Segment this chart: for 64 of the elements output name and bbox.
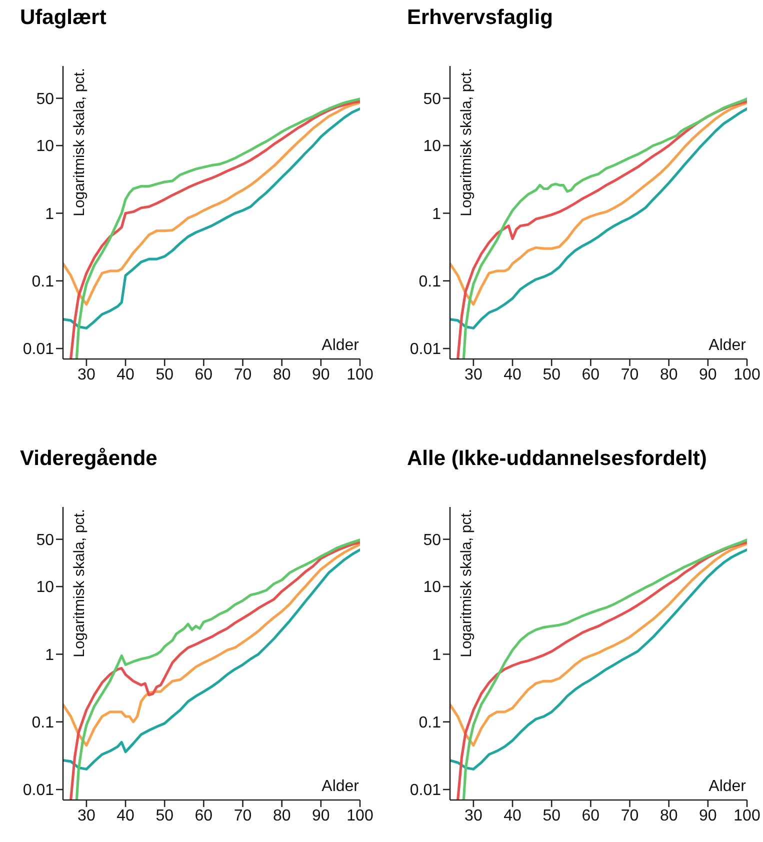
x-tick-label: 40: [504, 366, 522, 384]
x-tick-label: 40: [116, 807, 135, 824]
x-tick-label: 80: [272, 366, 291, 384]
x-tick-label: 40: [116, 366, 135, 384]
y-tick-label: 50: [423, 90, 442, 108]
y-axis-title: Logaritmisk skala, pct.: [458, 509, 476, 658]
y-tick-label: 1: [432, 646, 442, 664]
x-tick-label: 60: [194, 366, 213, 384]
x-tick-label: 50: [156, 366, 174, 384]
x-tick-label: 30: [464, 366, 482, 384]
y-axis-title: Logaritmisk skala, pct.: [71, 68, 89, 216]
x-tick-label: 50: [542, 366, 561, 384]
x-tick-label: 70: [234, 807, 252, 824]
x-tick-label: 60: [582, 807, 600, 824]
x-tick-label: 30: [78, 807, 96, 824]
x-tick-label: 50: [542, 807, 561, 824]
x-tick-label: 70: [620, 807, 639, 824]
x-axis-title: Alder: [322, 337, 359, 355]
y-tick-label: 50: [423, 532, 442, 549]
x-tick-label: 50: [156, 807, 174, 824]
x-tick-label: 70: [620, 366, 639, 384]
x-tick-label: 90: [699, 366, 717, 384]
y-tick-label: 0.01: [410, 782, 442, 800]
x-tick-label: 100: [346, 807, 374, 824]
x-tick-label: 90: [312, 807, 330, 824]
chart-title: Ufaglært: [20, 6, 106, 30]
chart-title: Erhvervsfaglig: [407, 6, 553, 30]
y-tick-label: 50: [36, 90, 54, 108]
y-axis-title: Logaritmisk skala, pct.: [458, 68, 476, 216]
x-axis-title: Alder: [708, 778, 746, 796]
x-tick-label: 80: [660, 366, 678, 384]
x-axis-title: Alder: [322, 778, 359, 796]
x-tick-label: 70: [234, 366, 252, 384]
x-tick-label: 100: [734, 807, 760, 824]
x-tick-label: 60: [194, 807, 213, 824]
y-axis-title: Logaritmisk skala, pct.: [71, 509, 89, 658]
chart-title: Alle (Ikke-uddannelsesfordelt): [407, 447, 707, 471]
y-tick-label: 0.01: [410, 341, 442, 358]
y-tick-label: 0.1: [32, 714, 54, 732]
x-tick-label: 100: [346, 366, 374, 384]
y-tick-label: 0.01: [22, 341, 54, 358]
x-tick-label: 60: [582, 366, 600, 384]
x-axis-title: Alder: [708, 337, 746, 355]
x-tick-label: 80: [660, 807, 678, 824]
y-tick-label: 0.1: [32, 274, 54, 291]
y-tick-label: 1: [432, 206, 442, 223]
x-tick-label: 80: [272, 807, 291, 824]
y-tick-label: 10: [36, 579, 54, 596]
x-tick-label: 90: [312, 366, 330, 384]
y-tick-label: 0.1: [418, 274, 442, 291]
x-tick-label: 90: [699, 807, 717, 824]
y-tick-label: 10: [36, 138, 54, 156]
x-tick-label: 40: [504, 807, 522, 824]
y-tick-label: 50: [36, 532, 54, 549]
y-tick-label: 10: [423, 138, 442, 156]
y-tick-label: 10: [423, 579, 442, 596]
x-tick-label: 100: [734, 366, 760, 384]
x-tick-label: 30: [464, 807, 482, 824]
y-tick-label: 1: [45, 206, 54, 223]
y-tick-label: 0.01: [22, 782, 54, 800]
chart-title: Videregående: [20, 447, 158, 471]
x-tick-label: 30: [78, 366, 96, 384]
y-tick-label: 0.1: [418, 714, 442, 732]
y-tick-label: 1: [45, 646, 54, 664]
